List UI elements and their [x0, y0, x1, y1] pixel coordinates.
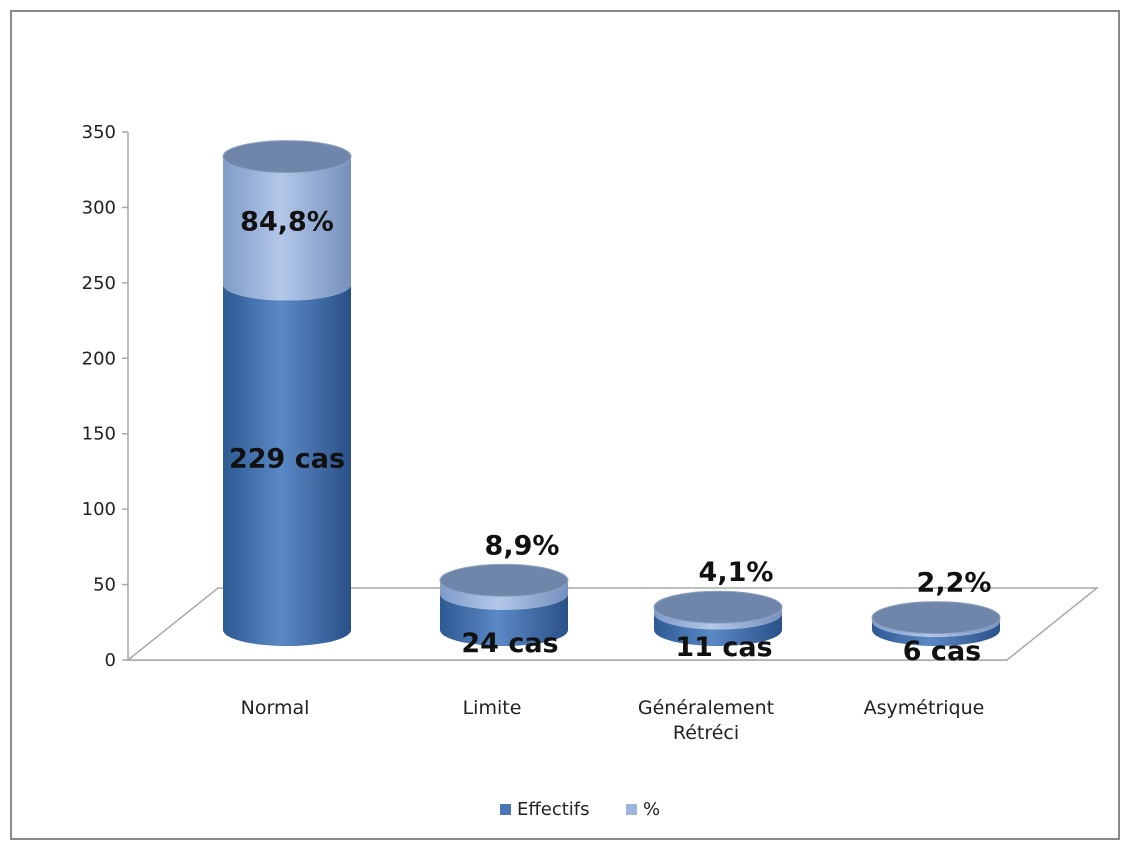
- y-tick-label: 250: [82, 273, 116, 294]
- legend: Effectifs %: [500, 799, 660, 820]
- data-labels: 84,8% 229 cas 8,9% 24 cas 4,1% 11 cas 2,2% 6 ca…: [229, 207, 991, 667]
- data-label-percent-0: 84,8%: [240, 207, 334, 238]
- bar-group-1: [439, 563, 569, 646]
- bar-effectifs-2: [654, 613, 782, 646]
- y-tick-label: 100: [82, 499, 116, 520]
- y-tick-label: 200: [82, 348, 116, 369]
- axes: 0 50 100 150 200 250 300 350 Normal Limite Général…: [82, 122, 1100, 744]
- bar-top-cap-0: [222, 140, 352, 174]
- bar-group-3: [871, 601, 1001, 646]
- y-tick-label: 350: [82, 122, 116, 143]
- bars: [222, 140, 1001, 646]
- bar-top-cap-1: [439, 563, 569, 597]
- data-label-percent-1: 8,9%: [485, 530, 560, 561]
- bar-top-cap-3: [871, 601, 1001, 635]
- bar-effectifs-1: [440, 593, 568, 646]
- data-label-percent-3: 2,2%: [917, 568, 992, 599]
- bar-top-cap-2: [653, 590, 783, 624]
- bar-effectifs-3: [872, 620, 1000, 646]
- bar-percent-0: [223, 156, 351, 301]
- data-label-effectifs-2: 11 cas: [675, 632, 772, 663]
- plot-floor: [125, 587, 1100, 661]
- y-tick-label: 150: [82, 424, 116, 445]
- legend-label-effectifs: Effectifs: [517, 799, 590, 820]
- data-label-percent-2: 4,1%: [699, 557, 774, 588]
- bar-group-2: [653, 590, 783, 646]
- category-label-2-line-1: Rétréci: [673, 722, 739, 744]
- legend-swatch-effectifs: [500, 804, 511, 815]
- y-tick-label: 300: [82, 197, 116, 218]
- bar-effectifs-0: [223, 284, 351, 646]
- chart-frame: 0 50 100 150 200 250 300 350 Normal Limite Général…: [10, 10, 1120, 840]
- legend-label-percent: %: [643, 799, 660, 820]
- category-label-3: Asymétrique: [864, 697, 985, 719]
- category-label-1: Limite: [463, 697, 522, 719]
- data-label-effectifs-1: 24 cas: [461, 628, 558, 659]
- data-label-effectifs-0: 229 cas: [229, 443, 345, 474]
- bar-chart: 0 50 100 150 200 250 300 350 Normal Limite Général…: [82, 122, 1100, 820]
- bar-percent-1: [440, 580, 568, 610]
- data-label-effectifs-3: 6 cas: [903, 636, 981, 667]
- bar-percent-3: [872, 617, 1000, 637]
- bar-group-0: [222, 140, 352, 646]
- bar-percent-2: [654, 607, 782, 630]
- legend-swatch-percent: [626, 804, 637, 815]
- y-tick-label: 0: [105, 650, 116, 671]
- category-label-0: Normal: [241, 697, 310, 719]
- y-tick-label: 50: [93, 575, 116, 596]
- category-label-2-line-0: Généralement: [638, 697, 774, 719]
